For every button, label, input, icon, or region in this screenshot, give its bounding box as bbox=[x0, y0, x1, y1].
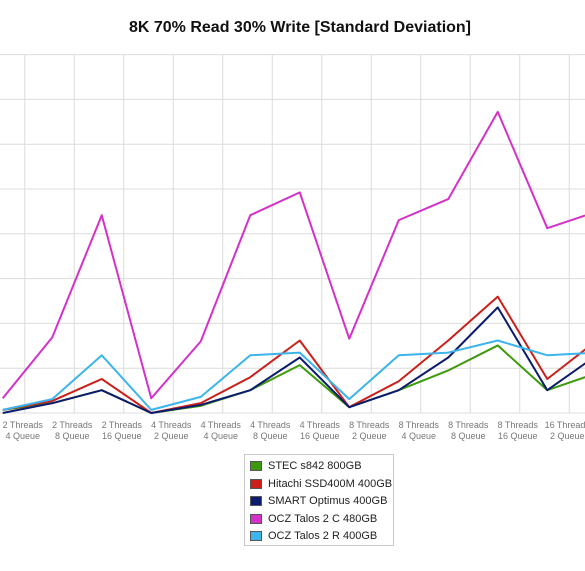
x-tick-label: 16 Threads bbox=[545, 420, 585, 430]
x-tick-label: 4 Threads bbox=[201, 420, 242, 430]
legend-item: Hitachi SSD400M 400GB bbox=[250, 477, 392, 491]
x-tick-label: 16 Queue bbox=[300, 431, 340, 441]
legend-item: OCZ Talos 2 C 480GB bbox=[250, 512, 377, 526]
series-line-1 bbox=[2, 295, 585, 414]
x-tick-label: 4 Threads bbox=[151, 420, 192, 430]
x-tick-label: 8 Threads bbox=[448, 420, 489, 430]
legend-swatch bbox=[250, 461, 262, 471]
x-tick-label: 8 Queue bbox=[253, 431, 288, 441]
x-tick-label: 16 Queue bbox=[102, 431, 142, 441]
legend-label: SMART Optimus 400GB bbox=[268, 495, 388, 507]
x-tick-label: 2 Threads bbox=[52, 420, 93, 430]
x-tick-label: 8 Queue bbox=[55, 431, 90, 441]
x-tick-label: 8 Queue bbox=[451, 431, 486, 441]
x-tick-label: 2 Queue bbox=[550, 431, 585, 441]
grid-lines bbox=[0, 54, 585, 414]
legend-swatch bbox=[250, 496, 262, 506]
series-lines bbox=[1, 110, 585, 414]
x-tick-label: 8 Threads bbox=[349, 420, 390, 430]
legend-swatch bbox=[250, 478, 262, 489]
legend: STEC s842 800GB Hitachi SSD400M 400GB SMAR… bbox=[244, 454, 394, 546]
legend-swatch bbox=[250, 513, 262, 524]
x-tick-label: 8 Threads bbox=[399, 420, 440, 430]
legend-item: STEC s842 800GB bbox=[250, 459, 362, 473]
chart-title: 8K 70% Read 30% Write [Standard Deviatio… bbox=[128, 19, 472, 36]
x-tick-label: 4 Queue bbox=[203, 431, 238, 441]
x-tick-label: 4 Queue bbox=[401, 431, 436, 441]
series-line-3 bbox=[1, 110, 585, 400]
x-tick-label: 16 Queue bbox=[498, 431, 538, 441]
legend-label: OCZ Talos 2 R 400GB bbox=[268, 530, 378, 542]
legend-label: Hitachi SSD400M 400GB bbox=[268, 477, 393, 490]
x-tick-label: 4 Queue bbox=[5, 431, 40, 441]
legend-label: STEC s842 800GB bbox=[268, 460, 362, 472]
x-tick-label: 2 Queue bbox=[352, 431, 387, 441]
x-tick-label: 2 Threads bbox=[3, 420, 44, 430]
legend-item: SMART Optimus 400GB bbox=[250, 494, 387, 508]
x-tick-label: 4 Threads bbox=[300, 420, 341, 430]
series-line-4 bbox=[2, 339, 585, 411]
series-line-2 bbox=[2, 306, 585, 414]
x-tick-label: 2 Threads bbox=[102, 420, 143, 430]
series-line-0 bbox=[2, 344, 585, 414]
legend-label: OCZ Talos 2 C 480GB bbox=[268, 512, 378, 525]
x-tick-label: 2 Queue bbox=[154, 431, 189, 441]
legend-item: OCZ Talos 2 R 400GB bbox=[250, 529, 377, 543]
x-tick-label: 4 Threads bbox=[250, 420, 291, 430]
x-tick-label: 8 Threads bbox=[498, 420, 539, 430]
legend-swatch bbox=[250, 531, 262, 541]
